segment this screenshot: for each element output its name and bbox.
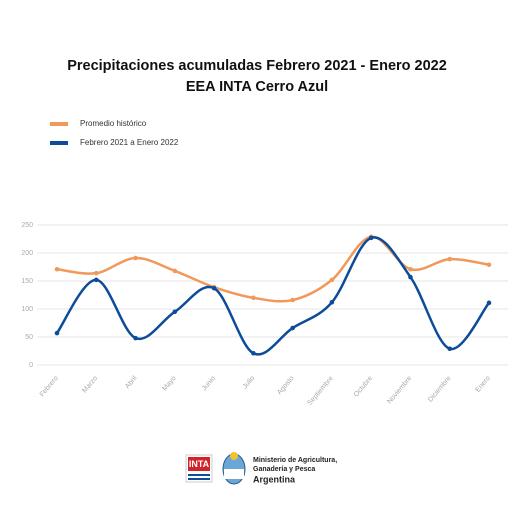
inta-logo-stripe [188,478,210,480]
y-tick-label: 100 [21,306,33,313]
point [408,266,413,272]
x-tick-label: Septiembre [306,375,334,407]
x-tick-label: Junio [201,375,217,392]
country: Argentina [253,474,296,484]
point [447,346,453,352]
shield-band [224,469,244,479]
ministry-line: Ganadería y Pesca [253,466,315,473]
y-tick-label: 200 [21,250,33,257]
y-tick-label: 50 [25,334,33,341]
point [251,295,256,301]
x-tick-label: Febrero [39,375,60,398]
point [290,297,295,303]
point [486,300,492,306]
point [211,285,217,291]
shield-sun [230,452,238,460]
point [329,299,335,305]
x-tick-label: Noviembre [386,375,413,406]
point [54,266,60,272]
inta-logo-stripe [188,474,210,476]
chart-subtitle: EEA INTA Cerro Azul [186,79,328,95]
point [329,277,335,283]
x-tick-label: Diciembre [427,375,453,404]
point [172,309,178,315]
x-tick-label: Abril [124,375,139,391]
y-tick-label: 150 [21,278,33,285]
series-line [55,236,491,356]
x-tick-label: Mayo [161,375,177,393]
x-tick-label: Octubre [353,375,374,399]
series-line [56,235,490,303]
point [133,335,138,341]
legend-label: Febrero 2021 a Enero 2022 [80,138,179,147]
x-tick-label: Agosto [276,375,295,396]
point [54,330,60,336]
y-tick-label: 0 [29,362,33,369]
chart-title: Precipitaciones acumuladas Febrero 2021 … [67,58,447,74]
point [251,350,256,356]
point [486,262,492,268]
point [172,268,178,274]
y-tick-label: 250 [21,222,33,229]
point [408,274,413,280]
point [368,235,374,241]
inta-logo-bg [188,457,210,471]
legend-label: Promedio histórico [80,119,147,128]
point [133,255,138,261]
x-tick-label: Marzo [81,375,99,394]
point [290,325,295,331]
point [93,270,99,276]
x-tick-label: Enero [475,375,492,394]
ministry-line: Ministerio de Agricultura, [253,457,337,464]
point [93,277,99,283]
inta-logo-text: INTA [189,459,210,469]
footer: INTA Ministerio de Agricultura, Ganaderí… [185,452,337,485]
point [447,256,453,262]
x-tick-label: Julio [242,375,257,391]
